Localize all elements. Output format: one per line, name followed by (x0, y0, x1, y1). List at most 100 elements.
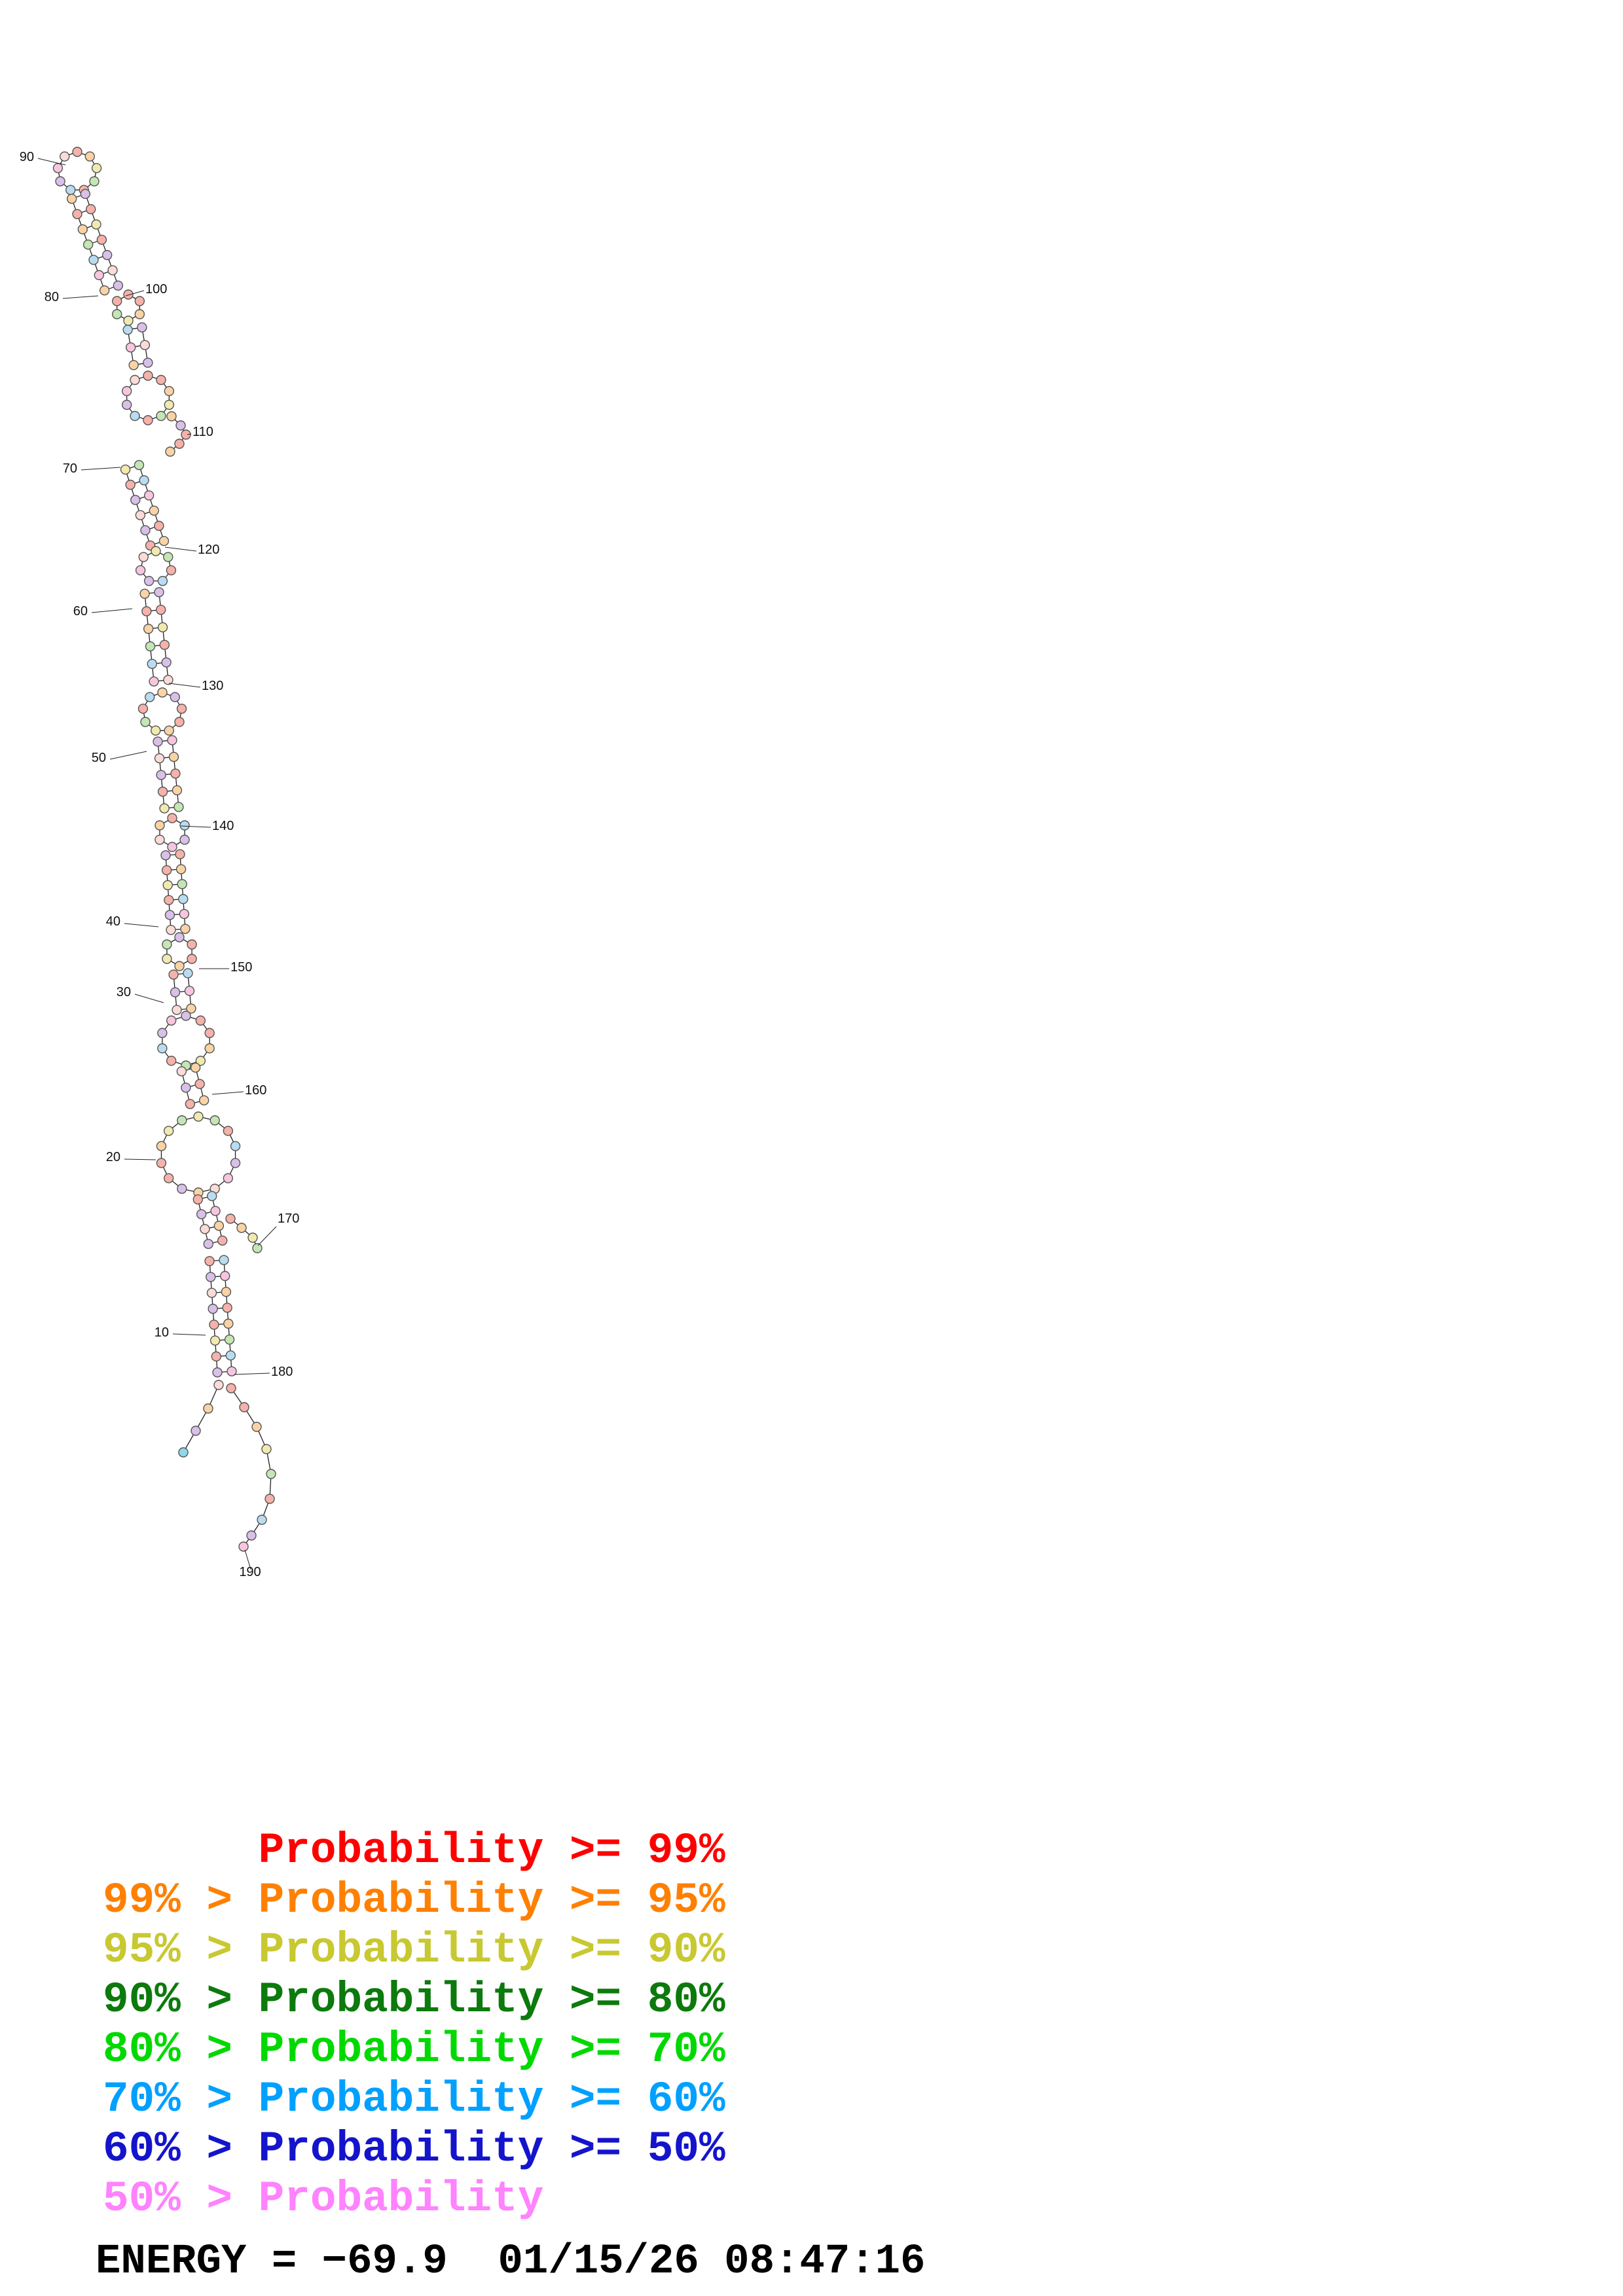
nucleotide-dot (135, 510, 146, 520)
nucleotide-dot (134, 296, 145, 306)
nucleotide-dot (195, 1015, 206, 1026)
nucleotide-dot (166, 411, 177, 422)
nucleotide-dot (123, 315, 134, 326)
position-label: 50 (92, 751, 106, 765)
position-label: 60 (73, 604, 88, 619)
nucleotide-dot (166, 565, 177, 576)
nucleotide-dot (159, 639, 170, 650)
position-label: 160 (245, 1083, 266, 1098)
position-label: 20 (106, 1150, 120, 1164)
nucleotide-dot (219, 1255, 229, 1265)
nucleotide-dot (225, 1350, 236, 1361)
nucleotide-dot (154, 587, 164, 598)
nucleotide-dot (154, 520, 164, 531)
nucleotide-dot (227, 1366, 237, 1376)
nucleotide-dot (266, 1469, 276, 1479)
nucleotide-dot (72, 209, 82, 219)
nucleotide-dot (179, 908, 190, 920)
nucleotide-dot (225, 1213, 236, 1224)
nucleotide-dot (176, 1066, 187, 1077)
nucleotide-dot (165, 446, 175, 457)
nucleotide-dot (162, 939, 172, 950)
nucleotide-dot (186, 1003, 196, 1014)
nucleotide-dot (91, 163, 102, 173)
nucleotide-dot (149, 505, 159, 516)
nucleotide-dot (137, 704, 149, 714)
nucleotide-dot (145, 641, 156, 652)
probability-legend: Probability >= 99% 99% > Probability >= … (103, 1826, 725, 2224)
position-label: 150 (230, 960, 252, 975)
nucleotide-dot (137, 322, 147, 332)
nucleotide-dot (135, 565, 146, 576)
nucleotide-dot (200, 1224, 210, 1234)
legend-entry-60-70: 70% > Probability >= 60% (103, 2075, 725, 2124)
nucleotide-dot (212, 1367, 223, 1378)
nucleotide-dot (236, 1223, 247, 1233)
nucleotide-dot (128, 360, 139, 370)
nucleotide-dot (210, 1335, 221, 1346)
position-label: 40 (106, 914, 120, 929)
nucleotide-dot (111, 309, 122, 319)
nucleotide-dot (143, 415, 153, 425)
legend-entry-50-60: 60% > Probability >= 50% (103, 2125, 725, 2174)
nucleotide-dot (52, 163, 64, 173)
nucleotide-dot (99, 285, 110, 296)
nucleotide-dot (84, 151, 95, 162)
position-label: 100 (145, 282, 167, 296)
nucleotide-dot (208, 1303, 218, 1314)
position-label: 120 (198, 543, 219, 557)
nucleotide-dot (175, 849, 185, 859)
position-label: 170 (278, 1211, 299, 1226)
nucleotide-dot (143, 357, 153, 368)
nucleotide-dot (172, 1005, 182, 1015)
nucleotide-dot (147, 658, 157, 670)
nucleotide-dot (264, 1494, 275, 1504)
nucleotide-dot (177, 879, 187, 889)
nucleotide-dot (164, 895, 174, 905)
nucleotide-dot (187, 954, 197, 964)
nucleotide-dot (163, 1126, 174, 1136)
nucleotide-dot (180, 924, 191, 934)
nucleotide-dot (164, 399, 175, 410)
nucleotide-dot (143, 624, 154, 634)
nucleotide-dot (247, 1232, 258, 1243)
nucleotide-dot (181, 1083, 191, 1093)
nucleotide-dot (153, 736, 163, 747)
nucleotide-dot (134, 309, 145, 319)
legend-entry-70-80: 80% > Probability >= 70% (103, 2025, 725, 2074)
nucleotide-dot (139, 588, 150, 599)
nucleotide-dot (203, 1238, 213, 1249)
nucleotide-dot (178, 1447, 189, 1458)
nucleotide-dot (257, 1515, 267, 1525)
nucleotide-dot (143, 370, 153, 381)
nucleotide-dot (140, 717, 151, 727)
nucleotide-dot (151, 725, 161, 736)
nucleotide-dot (161, 865, 172, 876)
nucleotide-dot (149, 676, 159, 687)
nucleotide-dot (156, 604, 166, 615)
nucleotide-dot (210, 1206, 221, 1216)
nucleotide-dot (130, 410, 140, 422)
nucleotide-dot (226, 1383, 236, 1393)
nucleotide-dot (203, 1403, 213, 1414)
nucleotide-dot (183, 968, 193, 978)
nucleotide-dot (125, 342, 136, 353)
nucleotide-dot (60, 151, 70, 162)
nucleotide-dot (230, 1158, 241, 1168)
nucleotide-dot (163, 1173, 174, 1183)
nucleotide-dot (143, 575, 155, 586)
nucleotide-dot (168, 751, 179, 762)
nucleotide-dot (176, 704, 187, 714)
nucleotide-dot (184, 986, 195, 996)
nucleotide-dot (89, 176, 100, 187)
nucleotide-dot (157, 687, 168, 698)
nucleotide-dot (157, 1028, 168, 1038)
nucleotide-dot (120, 464, 131, 475)
nucleotide-dot (223, 1318, 234, 1329)
nucleotide-dot (107, 265, 118, 276)
nucleotide-dot (111, 296, 122, 306)
nucleotide-dot (151, 546, 161, 556)
nucleotide-dot (123, 289, 134, 300)
nucleotide-dot (177, 1115, 187, 1126)
